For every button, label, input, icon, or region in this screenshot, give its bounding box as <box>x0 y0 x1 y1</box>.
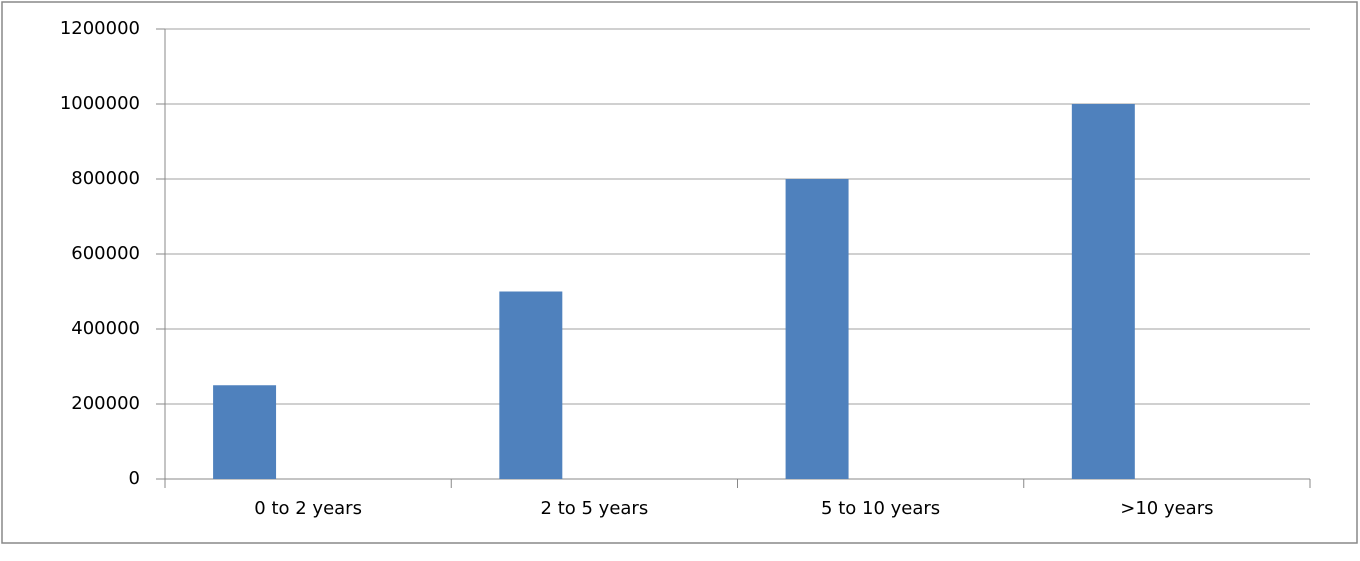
y-tick-label: 800000 <box>71 168 140 189</box>
x-tick-label: 5 to 10 years <box>821 498 940 519</box>
y-tick-label: 1000000 <box>60 93 140 114</box>
x-tick-label: 2 to 5 years <box>541 498 649 519</box>
y-tick-label: 0 <box>129 468 140 489</box>
y-tick-label: 400000 <box>71 318 140 339</box>
x-tick-label: 0 to 2 years <box>254 498 362 519</box>
bar <box>213 385 277 479</box>
y-tick-label: 200000 <box>71 393 140 414</box>
bar <box>785 179 849 479</box>
bar <box>1071 104 1135 479</box>
y-tick-label: 600000 <box>71 243 140 264</box>
y-tick-label: 1200000 <box>60 18 140 39</box>
bar <box>499 291 563 479</box>
x-tick-label: >10 years <box>1120 498 1213 519</box>
chart-frame <box>1 1 1358 544</box>
